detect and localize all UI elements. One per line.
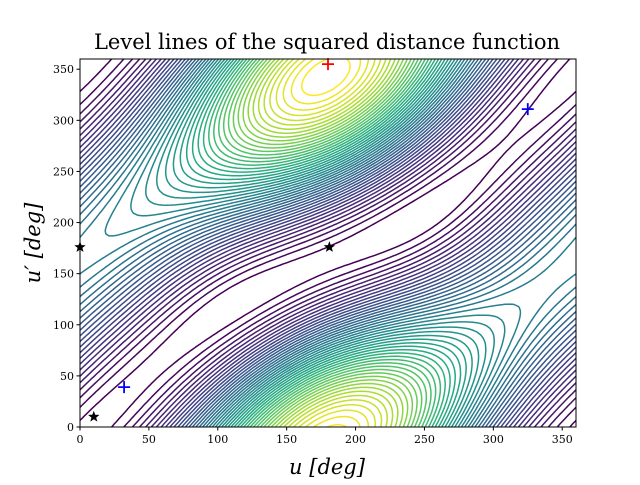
contour-level-27 — [172, 59, 473, 427]
plus-marker — [322, 58, 334, 71]
x-tick-label: 50 — [142, 433, 156, 446]
contour-level-44 — [263, 59, 388, 427]
contour-level-38 — [232, 59, 418, 427]
contour-level-36 — [222, 59, 428, 427]
contour-level-23 — [130, 59, 506, 427]
y-tick-label: 50 — [60, 370, 74, 383]
contour-level-9 — [80, 59, 576, 427]
contour-level-22 — [104, 59, 522, 427]
contour-level-26 — [164, 59, 480, 427]
contour-level-32 — [202, 59, 446, 427]
contour-level-1 — [80, 59, 576, 427]
contour-level-3 — [80, 59, 576, 427]
plus-marker — [521, 103, 534, 116]
star-marker — [88, 410, 100, 422]
contour-level-19 — [80, 59, 576, 427]
contour-level-2 — [80, 59, 576, 427]
contour-level-33 — [208, 59, 442, 427]
contour-level-40 — [242, 59, 409, 427]
y-tick-label: 300 — [53, 114, 74, 127]
contour-level-47 — [282, 59, 370, 427]
contour-level-15 — [80, 59, 576, 427]
contour-level-30 — [191, 59, 456, 427]
contour-level-14 — [80, 59, 576, 427]
contour-level-6 — [80, 59, 576, 427]
contour-level-10 — [80, 59, 576, 427]
x-tick-label: 250 — [414, 433, 435, 446]
contour-level-25 — [156, 59, 487, 427]
contour-lines — [80, 59, 576, 427]
contour-level-5 — [80, 59, 576, 427]
contour-level-4 — [80, 59, 576, 427]
y-tick-label: 100 — [53, 319, 74, 332]
x-tick-label: 350 — [552, 433, 573, 446]
contour-level-17 — [80, 59, 576, 427]
contour-level-43 — [257, 59, 394, 427]
contour-level-11 — [80, 59, 576, 427]
contour-level-39 — [237, 59, 414, 427]
plot-frame — [79, 58, 577, 428]
y-axis-label: u′ [deg] — [21, 202, 45, 283]
y-axis: 0 50 100 150 200 250 300 350 — [53, 63, 80, 434]
x-axis-label: u [deg] — [289, 455, 366, 479]
x-axis: 0 50 100 150 200 250 300 350 — [77, 427, 573, 446]
contour-level-7 — [80, 59, 576, 427]
y-tick-label: 150 — [53, 268, 74, 281]
x-tick-label: 150 — [276, 433, 297, 446]
plus-marker — [118, 381, 131, 394]
x-tick-label: 0 — [77, 433, 84, 446]
y-tick-label: 0 — [67, 421, 74, 434]
x-tick-label: 100 — [207, 433, 228, 446]
contour-level-29 — [185, 59, 462, 427]
contour-level-41 — [247, 59, 404, 427]
contour-level-49 — [300, 59, 351, 427]
contour-level-8 — [80, 59, 576, 427]
contour-level-48 — [290, 59, 362, 427]
contour-level-28 — [179, 59, 467, 427]
contour-level-37 — [227, 59, 423, 427]
contour-level-34 — [213, 59, 437, 427]
x-tick-label: 300 — [483, 433, 504, 446]
contour-level-42 — [252, 59, 399, 427]
chart-title: Level lines of the squared distance func… — [94, 30, 560, 54]
y-tick-label: 250 — [53, 165, 74, 178]
y-tick-label: 350 — [53, 63, 74, 76]
contour-level-45 — [269, 59, 383, 427]
star-marker — [323, 241, 336, 252]
contour-level-20 — [80, 59, 576, 427]
contour-level-46 — [275, 59, 377, 427]
x-tick-label: 200 — [345, 433, 366, 446]
contour-level-16 — [80, 59, 576, 427]
y-tick-label: 200 — [53, 217, 74, 230]
contour-level-24 — [145, 59, 495, 427]
